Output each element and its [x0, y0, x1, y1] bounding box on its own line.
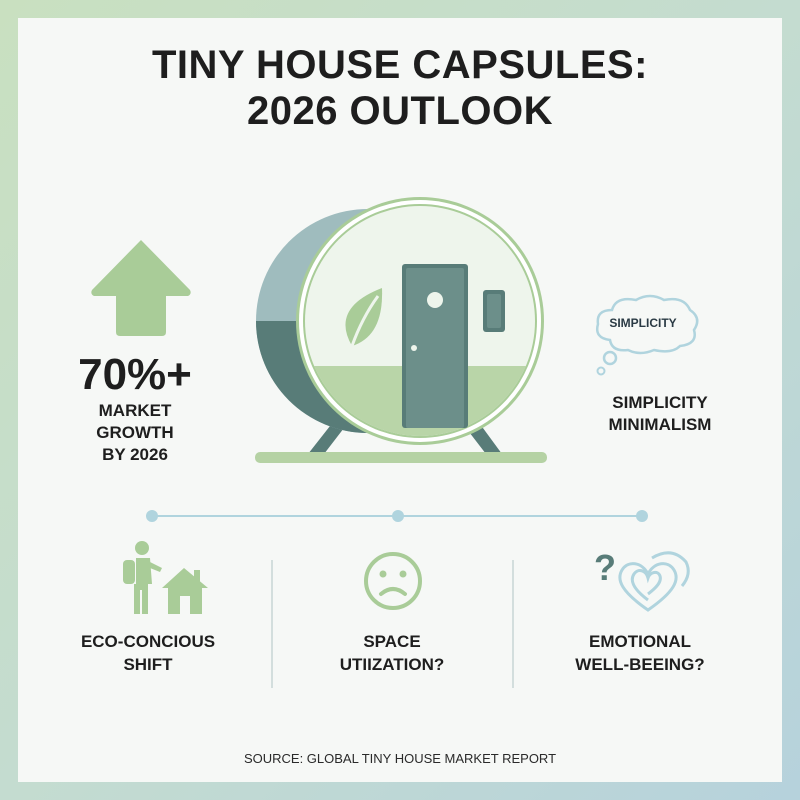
column-divider-2 [512, 560, 514, 688]
feature-space-line-2: UTIIZATION? [339, 655, 445, 674]
window-icon [483, 290, 505, 332]
simplicity-line-1: SIMPLICITY [612, 393, 708, 412]
feature-emotional-line-1: EMOTIONAL [589, 632, 691, 651]
growth-stat-value: 70%+ [78, 350, 192, 399]
feature-label-eco: ECO-CONCIOUS SHIFT [38, 630, 258, 676]
feature-eco-line-1: ECO-CONCIOUS [80, 632, 216, 651]
simplicity-line-2: MINIMALISM [608, 415, 712, 434]
sad-face-icon [364, 552, 422, 610]
capsule-house-illustration [255, 197, 547, 463]
connector-line [146, 510, 648, 522]
feature-label-emotional: EMOTIONAL WELL-BEEING? [530, 630, 750, 676]
leaf-icon [345, 288, 383, 347]
title-line-2: 2026 OUTLOOK [246, 89, 554, 133]
title-line-1: TINY HOUSE CAPSULES: [152, 43, 648, 87]
growth-label-line-1: MARKET [98, 401, 172, 420]
up-arrow-icon [91, 240, 191, 336]
svg-text:?: ? [594, 547, 616, 588]
column-divider-1 [271, 560, 273, 688]
growth-stat-label: MARKET GROWTH BY 2026 [60, 400, 210, 466]
feature-eco-line-2: SHIFT [123, 655, 173, 674]
feature-label-space: SPACE UTIIZATION? [282, 630, 502, 676]
hiker-and-house-icon [123, 541, 208, 614]
page-title: TINY HOUSE CAPSULES: 2026 OUTLOOK [0, 42, 800, 134]
door-icon [402, 264, 468, 428]
growth-label-line-2: GROWTH [96, 423, 174, 442]
thought-bubble-text: SIMPLICITY [609, 316, 677, 330]
growth-label-line-3: BY 2026 [102, 445, 168, 464]
simplicity-label: SIMPLICITY MINIMALISM [580, 392, 740, 436]
feature-emotional-line-2: WELL-BEEING? [575, 655, 705, 674]
source-note: SOURCE: GLOBAL TINY HOUSE MARKET REPORT [243, 751, 557, 766]
feature-space-line-1: SPACE [363, 632, 421, 651]
thought-bubble-icon [596, 294, 699, 376]
question-heart-icon: ? [594, 547, 690, 612]
